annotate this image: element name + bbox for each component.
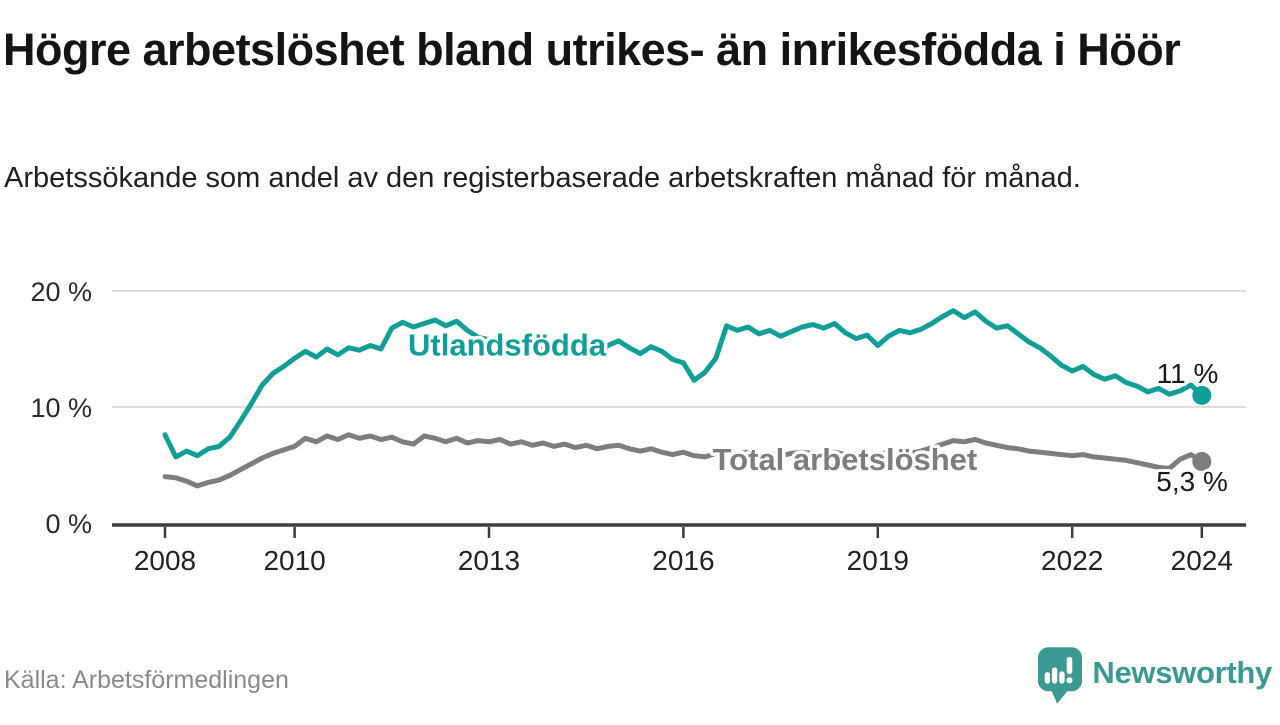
series-end-dot <box>1192 452 1212 472</box>
x-axis-tick-label: 2010 <box>263 545 325 576</box>
series-line <box>162 432 1205 489</box>
x-axis-tick-label: 2013 <box>458 545 520 576</box>
bar-chart-bubble-icon <box>1037 646 1083 705</box>
series-end-value-label: 5,3 % <box>1156 466 1228 497</box>
series-label: Utlandsfödda <box>408 327 607 362</box>
x-axis-tick-label: 2008 <box>134 545 196 576</box>
source-note: Källa: Arbetsförmedlingen <box>4 666 289 694</box>
page-title: Högre arbetslöshet bland utrikes- än inr… <box>3 24 1181 75</box>
x-axis-tick-label: 2022 <box>1041 545 1103 576</box>
newsworthy-logo: Newsworthy <box>1037 644 1272 706</box>
series-label: Total arbetslöshet <box>713 442 978 477</box>
series-line <box>162 308 1205 460</box>
series-end-value-label: 11 % <box>1157 358 1219 389</box>
y-axis-tick-label: 0 % <box>45 509 92 539</box>
y-axis-tick-label: 10 % <box>30 393 92 423</box>
chart-subtitle: Arbetssökande som andel av den registerb… <box>4 162 1081 194</box>
newsworthy-wordmark: Newsworthy <box>1092 654 1272 690</box>
series-end-dot <box>1192 385 1212 405</box>
x-axis-tick-label: 2019 <box>847 545 909 576</box>
x-axis-tick-label: 2024 <box>1171 545 1233 576</box>
y-axis-tick-label: 20 % <box>30 277 92 307</box>
x-axis-tick-label: 2016 <box>652 545 714 576</box>
